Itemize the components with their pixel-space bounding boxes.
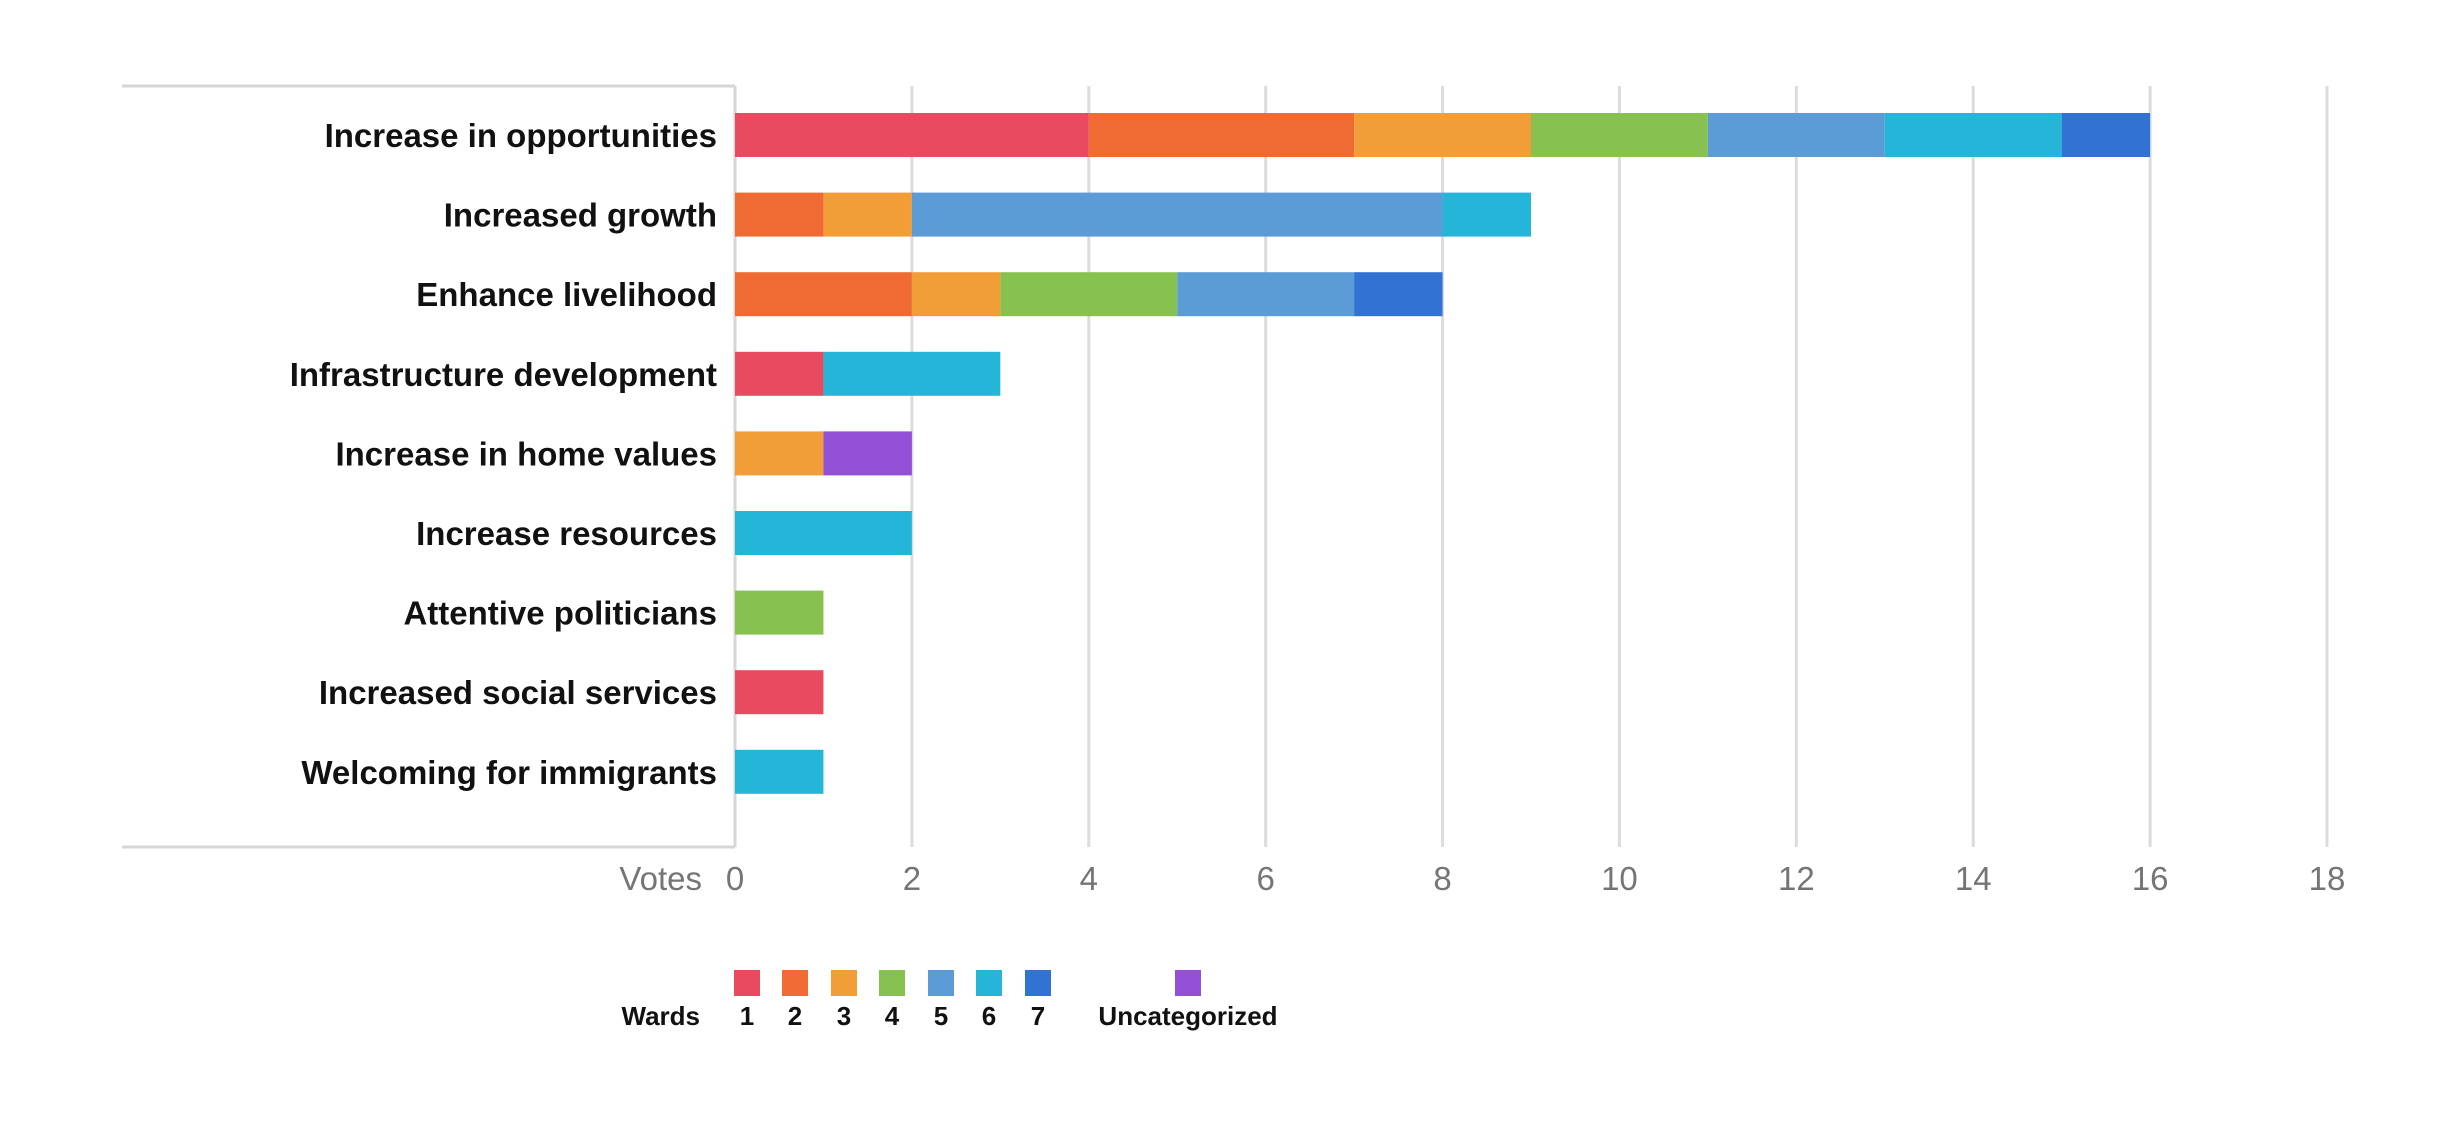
bar-infrastructure-development-ward-6 <box>823 351 1001 396</box>
bar-increased-growth-ward-5 <box>911 192 1443 237</box>
category-label-attentive-politicians: Attentive politicians <box>403 595 717 632</box>
bar-increase-in-home-values-ward-3 <box>735 431 824 476</box>
legend-swatch-1 <box>734 970 760 996</box>
legend-label-2: 2 <box>788 1001 802 1031</box>
legend-swatch-5 <box>928 970 954 996</box>
bar-increased-social-services-ward-1 <box>735 670 824 715</box>
x-tick-label-10: 10 <box>1601 860 1638 897</box>
bar-attentive-politicians-ward-4 <box>735 590 824 635</box>
legend-label-5: 5 <box>934 1001 948 1031</box>
bar-enhance-livelihood-ward-7 <box>1354 272 1443 317</box>
bar-infrastructure-development-ward-1 <box>735 351 824 396</box>
legend-label-uncategorized: Uncategorized <box>1098 1001 1277 1031</box>
legend-swatch-2 <box>782 970 808 996</box>
bar-increase-in-opportunities-ward-3 <box>1354 113 1531 157</box>
category-label-increase-in-home-values: Increase in home values <box>335 435 717 472</box>
x-tick-label-12: 12 <box>1778 860 1815 897</box>
bar-welcoming-for-immigrants-ward-6 <box>735 749 824 794</box>
category-label-enhance-livelihood: Enhance livelihood <box>416 276 717 313</box>
bar-increase-in-home-values-ward-uncategorized <box>823 431 912 476</box>
category-label-welcoming-for-immigrants: Welcoming for immigrants <box>301 754 717 791</box>
x-tick-label-6: 6 <box>1256 860 1274 897</box>
legend-swatch-3 <box>831 970 857 996</box>
x-tick-label-14: 14 <box>1955 860 1992 897</box>
legend-label-4: 4 <box>885 1001 900 1031</box>
bar-increase-in-opportunities-ward-7 <box>2061 113 2151 157</box>
legend-label-3: 3 <box>837 1001 851 1031</box>
bar-increase-in-opportunities-ward-6 <box>1884 113 2062 157</box>
bar-enhance-livelihood-ward-2 <box>735 272 912 317</box>
category-label-increase-resources: Increase resources <box>416 515 717 552</box>
x-tick-label-4: 4 <box>1080 860 1098 897</box>
legend-title: Wards <box>622 1001 701 1031</box>
bar-increase-in-opportunities-ward-5 <box>1707 113 1885 157</box>
legend-label-1: 1 <box>740 1001 754 1031</box>
legend-swatch-6 <box>976 970 1002 996</box>
bar-increase-in-opportunities-ward-1 <box>735 113 1089 157</box>
bar-increase-resources-ward-6 <box>735 511 912 555</box>
x-axis: Votes 0 2 4 6 8 10 12 14 16 18 <box>619 860 2345 897</box>
bar-increased-growth-ward-3 <box>823 192 912 237</box>
category-label-infrastructure-development: Infrastructure development <box>290 356 717 393</box>
bar-enhance-livelihood-ward-5 <box>1177 272 1355 317</box>
bar-increase-in-opportunities-ward-2 <box>1088 113 1355 157</box>
x-tick-label-16: 16 <box>2132 860 2169 897</box>
bar-increase-in-opportunities-ward-4 <box>1531 113 1708 157</box>
bar-enhance-livelihood-ward-3 <box>911 272 1001 317</box>
category-label-increased-growth: Increased growth <box>444 197 717 234</box>
x-tick-label-2: 2 <box>903 860 921 897</box>
legend: Wards 1 2 3 4 5 6 7 Uncategorized <box>622 970 1278 1031</box>
bars <box>735 113 2151 794</box>
legend-swatch-4 <box>879 970 905 996</box>
x-tick-label-8: 8 <box>1433 860 1451 897</box>
x-axis-title: Votes <box>619 860 702 897</box>
category-label-increase-in-opportunities: Increase in opportunities <box>325 117 717 154</box>
x-tick-label-18: 18 <box>2309 860 2346 897</box>
bar-enhance-livelihood-ward-4 <box>1000 272 1178 317</box>
category-label-increased-social-services: Increased social services <box>319 674 717 711</box>
bar-increased-growth-ward-2 <box>735 192 824 237</box>
category-labels: Increase in opportunities Increased growt… <box>290 117 717 791</box>
legend-swatch-uncategorized <box>1175 970 1201 996</box>
legend-label-6: 6 <box>982 1001 996 1031</box>
legend-label-7: 7 <box>1031 1001 1045 1031</box>
legend-swatch-7 <box>1025 970 1051 996</box>
bar-increased-growth-ward-6 <box>1442 192 1531 237</box>
x-tick-label-0: 0 <box>726 860 744 897</box>
